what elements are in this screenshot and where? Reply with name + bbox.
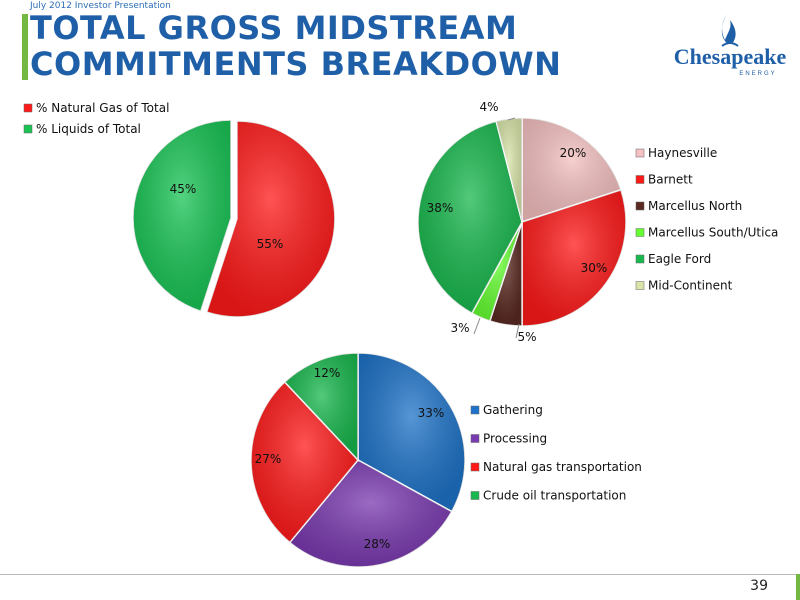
legend-label-haynesville: Haynesville — [648, 146, 717, 160]
pie-slice-shading-marcellus-south-utica — [471, 222, 522, 321]
pie-slice-shading-gathering — [358, 353, 465, 512]
legend-swatch-marcellus-north — [635, 201, 645, 211]
legend-swatch-barnett — [635, 175, 645, 184]
legend-label-processing: Processing — [483, 432, 547, 446]
leader-line-marcellus-south-utica — [473, 317, 481, 335]
legend-label-natural-gas-transportation: Natural gas transportation — [483, 460, 642, 474]
logo-wordmark: Chesapeake — [674, 44, 787, 69]
footer-accent-tab — [796, 574, 800, 600]
legend-swatch-natural-gas-transportation — [470, 462, 480, 472]
pie-slice-shading-barnett — [522, 189, 626, 326]
presentation-subtitle: July 2012 Investor Presentation — [30, 1, 171, 11]
legend-label-eagle-ford: Eagle Ford — [648, 252, 711, 266]
pie-slice-shading-processing — [289, 460, 452, 567]
legend-label-crude-oil-transportation: Crude oil transportation — [483, 489, 626, 503]
pie-slice-shading-mid-continent — [496, 118, 522, 222]
pie-by-service: 33% 28% 27% 12% — [250, 352, 466, 568]
legend-label-marcellus-north: Marcellus North — [648, 199, 742, 213]
legend-swatch-natural-gas-of-total — [23, 103, 33, 113]
legend-label-gathering: Gathering — [483, 403, 543, 417]
legend-swatch-gathering — [470, 405, 480, 415]
data-label-barnett: 30% — [581, 261, 608, 275]
pie-slice-shading-natural-gas-of-total — [206, 120, 335, 317]
logo-flame-icon — [721, 14, 736, 44]
pie-slice-shading-natural-gas-transportation — [250, 382, 358, 543]
legend-label-barnett: Barnett — [648, 173, 693, 187]
data-label-haynesville: 20% — [560, 146, 587, 160]
legend-by-region: Haynesville Barnett Marcellus North Marcell… — [635, 146, 778, 293]
data-label-marcellus-south-utica: 3% — [450, 321, 469, 335]
data-label-marcellus-north: 5% — [517, 330, 536, 344]
legend-label-marcellus-south-utica: Marcellus South/Utica — [648, 226, 778, 240]
pie-slice-shading-crude-oil-transportation — [284, 353, 358, 460]
logo-arc-icon — [721, 42, 739, 47]
data-label-eagle-ford: 38% — [427, 201, 454, 215]
pie-slice-shading-eagle-ford — [417, 121, 522, 314]
legend-swatch-mid-continent — [635, 281, 645, 290]
pie-slice-shading-liquids-of-total — [132, 120, 231, 312]
data-label-natural-gas-transportation: 27% — [255, 452, 282, 466]
chesapeake-logo: Chesapeake ENERGY — [674, 14, 787, 77]
pie-by-region: 20% 30% 5% 3% 38% 4% — [417, 100, 627, 344]
legend-swatch-crude-oil-transportation — [470, 491, 480, 500]
data-label-mid-continent: 4% — [479, 100, 498, 114]
title-line-1: TOTAL GROSS MIDSTREAM — [30, 9, 518, 47]
legend-swatch-liquids-of-total — [23, 124, 33, 134]
page-number: 39 — [750, 578, 768, 594]
legend-label-natural-gas-of-total: % Natural Gas of Total — [36, 101, 169, 115]
leader-line-marcellus-north — [515, 323, 520, 339]
data-label-processing: 28% — [364, 537, 391, 551]
header-accent-bar — [22, 14, 28, 80]
legend-swatch-haynesville — [635, 148, 645, 158]
legend-gas-vs-liquids: % Natural Gas of Total % Liquids of Total — [23, 101, 169, 136]
legend-by-service: Gathering Processing Natural gas transport… — [470, 403, 642, 503]
legend-swatch-eagle-ford — [635, 254, 645, 264]
legend-swatch-marcellus-south-utica — [635, 228, 645, 237]
title-line-2: COMMITMENTS BREAKDOWN — [30, 45, 562, 83]
data-label-liquids-of-total: 45% — [170, 182, 197, 196]
leader-line-mid-continent — [507, 117, 516, 121]
data-label-crude-oil-transportation: 12% — [314, 366, 341, 380]
data-label-natural-gas-of-total: 55% — [257, 237, 284, 251]
pie-slice-shading-haynesville — [522, 118, 621, 222]
footer-divider — [0, 574, 800, 575]
logo-subtext: ENERGY — [739, 71, 776, 77]
pie-gas-vs-liquids: 55% 45% — [132, 119, 336, 318]
legend-label-mid-continent: Mid-Continent — [648, 279, 733, 293]
page-title: TOTAL GROSS MIDSTREAM COMMITMENTS BREAKD… — [30, 10, 561, 82]
data-label-gathering: 33% — [418, 406, 445, 420]
legend-swatch-processing — [470, 434, 480, 443]
legend-label-liquids-of-total: % Liquids of Total — [36, 122, 141, 136]
